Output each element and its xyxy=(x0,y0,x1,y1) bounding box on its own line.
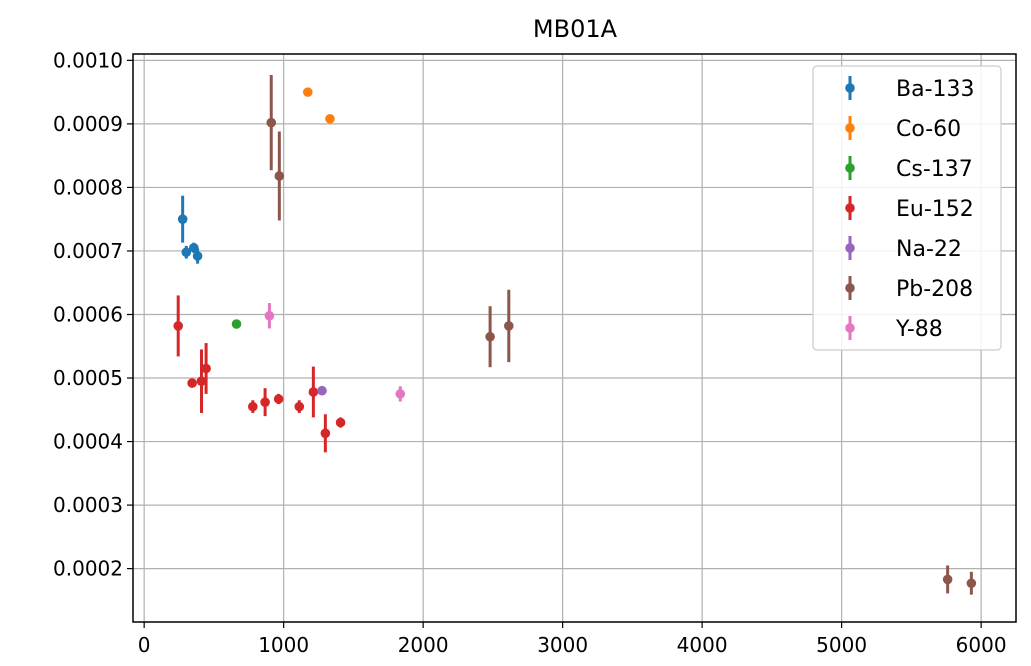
legend-label: Y-88 xyxy=(895,317,943,342)
legend-label: Co-60 xyxy=(896,117,961,142)
series-eu-152 xyxy=(173,295,345,452)
series-na-22 xyxy=(317,386,327,396)
data-point xyxy=(266,118,276,128)
x-tick-label: 1000 xyxy=(258,633,309,657)
y-tick-label: 0.0007 xyxy=(53,239,123,263)
legend-label: Na-22 xyxy=(896,237,962,262)
x-tick-label: 3000 xyxy=(537,633,588,657)
data-point xyxy=(395,389,405,399)
data-point xyxy=(321,429,331,439)
data-point xyxy=(260,397,270,407)
series-co-60 xyxy=(303,87,335,123)
legend-marker xyxy=(845,323,855,333)
x-tick-label: 6000 xyxy=(956,633,1007,657)
legend-label: Ba-133 xyxy=(896,77,975,102)
data-point xyxy=(967,578,977,588)
y-tick-label: 0.0009 xyxy=(53,112,123,136)
series-y-88 xyxy=(265,303,405,401)
data-point xyxy=(173,321,183,331)
legend-label: Cs-137 xyxy=(896,157,973,182)
legend-marker xyxy=(845,123,855,133)
chart-title: MB01A xyxy=(533,15,618,43)
data-point xyxy=(248,402,258,412)
legend: Ba-133 Co-60 Cs-137 Eu-152 Na-22 Pb-208 Y-88 xyxy=(813,66,1001,350)
data-point xyxy=(265,311,275,321)
y-tick-label: 0.0003 xyxy=(53,493,123,517)
data-point xyxy=(317,386,327,396)
y-tick-label: 0.0004 xyxy=(53,430,123,454)
legend-marker xyxy=(845,283,855,293)
data-point xyxy=(193,251,203,261)
x-tick-label: 2000 xyxy=(398,633,449,657)
data-point xyxy=(274,394,284,404)
legend-label: Eu-152 xyxy=(896,197,974,222)
data-point xyxy=(336,418,346,428)
series-cs-137 xyxy=(232,319,242,329)
y-tick-label: 0.0006 xyxy=(53,302,123,326)
data-point xyxy=(201,364,211,374)
y-tick-label: 0.0002 xyxy=(53,557,123,581)
data-point xyxy=(232,319,242,329)
x-axis: 0 1000 2000 3000 4000 5000 6000 xyxy=(138,622,1007,657)
data-point xyxy=(275,171,285,181)
legend-marker xyxy=(845,203,855,213)
data-point xyxy=(325,114,335,124)
legend-label: Pb-208 xyxy=(896,277,973,302)
y-tick-label: 0.0008 xyxy=(53,175,123,199)
legend-marker xyxy=(845,243,855,253)
x-tick-label: 4000 xyxy=(677,633,728,657)
data-point xyxy=(187,378,197,388)
x-tick-label: 5000 xyxy=(816,633,867,657)
data-point xyxy=(178,214,188,224)
y-axis: 0.0002 0.0003 0.0004 0.0005 0.0006 0.0007 0.00… xyxy=(53,48,133,580)
x-tick-label: 0 xyxy=(138,633,151,657)
data-point xyxy=(943,575,953,585)
legend-marker xyxy=(845,83,855,93)
data-point xyxy=(294,402,304,412)
y-tick-label: 0.0005 xyxy=(53,366,123,390)
data-point xyxy=(504,321,514,331)
data-point xyxy=(309,387,319,397)
y-tick-label: 0.0010 xyxy=(53,48,123,72)
data-point xyxy=(303,87,313,97)
legend-marker xyxy=(845,163,855,173)
series-ba-133 xyxy=(178,196,203,264)
data-point xyxy=(485,332,495,342)
